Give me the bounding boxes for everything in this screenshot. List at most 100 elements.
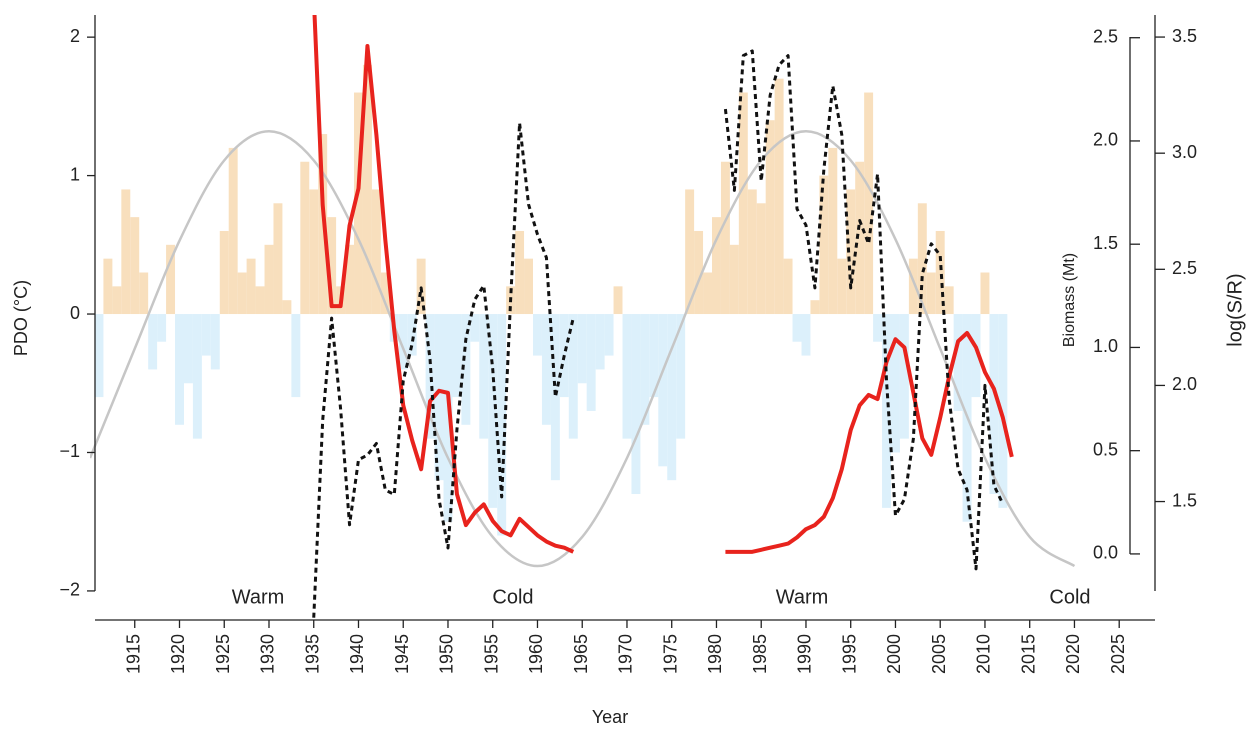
pdo-bar (139, 272, 149, 315)
pdo-bar (971, 314, 981, 398)
pdo-bar (425, 314, 435, 439)
x-tick-label: 1995 (839, 634, 859, 674)
regime-label: Cold (1049, 586, 1090, 608)
pdo-bar (309, 189, 319, 315)
pdo-bar (953, 314, 963, 411)
pdo-bar (407, 314, 417, 356)
pdo-bar (541, 314, 551, 425)
y3-axis-title: log(S/R) (1224, 273, 1246, 346)
x-tick-label: 2020 (1063, 634, 1083, 674)
pdo-bar (121, 189, 131, 315)
pdo-bar (148, 314, 158, 370)
pdo-bar (935, 230, 945, 315)
pdo-bar (443, 314, 453, 522)
pdo-bar (783, 258, 793, 315)
pdo-bar (685, 189, 695, 315)
x-tick-label: 1990 (795, 634, 815, 674)
x-tick-label: 2015 (1018, 634, 1038, 674)
pdo-bar (488, 314, 498, 508)
x-tick-label: 1950 (437, 634, 457, 674)
pdo-bar (380, 272, 390, 315)
pdo-bar (873, 314, 883, 342)
pdo-bar (855, 161, 865, 315)
pdo-bar (112, 286, 122, 315)
y3-tick-label: 2.5 (1172, 258, 1197, 278)
x-tick-label: 1935 (302, 634, 322, 674)
pdo-bar (864, 92, 874, 315)
pdo-bar (622, 314, 632, 439)
y2-tick-label: 1.0 (1093, 336, 1118, 356)
series-line (312, 49, 1005, 618)
y2-tick-label: 0.0 (1093, 543, 1118, 563)
y2-axis-title: Biomass (Mt) (1061, 253, 1078, 347)
pdo-bar (452, 314, 462, 398)
pdo-bar (658, 314, 668, 467)
pdo-bar (166, 244, 176, 315)
pdo-bar (917, 203, 927, 315)
pdo-bar (479, 314, 489, 439)
pdo-bar (550, 314, 560, 481)
pdo-bar (497, 314, 507, 536)
pdo-bar (371, 189, 381, 315)
pdo-bar (738, 92, 748, 315)
pdo-bar (577, 314, 587, 384)
pdo-bar (595, 314, 605, 370)
pdo-bar (291, 314, 301, 398)
pdo-bar (792, 314, 802, 342)
pdo-bar (192, 314, 202, 439)
pdo-bar (729, 244, 739, 315)
pdo-bar (908, 258, 918, 315)
y3-tick-label: 2.0 (1172, 374, 1197, 394)
x-tick-label: 1925 (213, 634, 233, 674)
y-tick-label: −2 (59, 580, 80, 600)
series-line (90, 130, 1076, 568)
pdo-bar (345, 244, 355, 315)
pdo-bar (613, 286, 623, 315)
x-tick-label: 1930 (258, 634, 278, 674)
x-tick-label: 2010 (974, 634, 994, 674)
pdo-bar (103, 258, 113, 315)
y3-tick-label: 3.0 (1172, 142, 1197, 162)
pdo-bar (837, 258, 847, 315)
pdo-bar (461, 314, 471, 425)
pdo-bar (533, 314, 542, 356)
pdo-bar (711, 217, 721, 315)
x-axis-title: Year (592, 707, 628, 727)
pdo-bar (694, 230, 704, 315)
pdo-bar (362, 64, 372, 315)
pdo-bar (810, 300, 820, 315)
pdo-bar (300, 161, 310, 315)
pdo-bar (989, 314, 999, 495)
regime-label: Warm (232, 586, 285, 608)
pdo-bar (944, 286, 954, 315)
pdo-bar (667, 314, 677, 481)
regime-label: Warm (776, 586, 829, 608)
pdo-bar (640, 314, 650, 425)
x-tick-label: 1960 (526, 634, 546, 674)
pdo-bar (228, 147, 238, 315)
pdo-bar (237, 272, 247, 315)
pdo-bar (398, 314, 408, 370)
pdo-bar (604, 314, 614, 356)
pdo-bar (175, 314, 184, 425)
pdo-bar (130, 217, 140, 315)
pdo-bar (649, 314, 659, 398)
x-tick-label: 2000 (884, 634, 904, 674)
pdo-bar (219, 230, 229, 315)
pdo-bar (774, 78, 784, 315)
regime-label: Cold (492, 586, 533, 608)
pdo-bar (255, 286, 265, 315)
pdo-bar (416, 258, 426, 315)
x-tick-label: 1945 (392, 634, 412, 674)
pdo-bar (703, 272, 712, 315)
y3-tick-label: 3.5 (1172, 26, 1197, 46)
pdo-bar (354, 92, 363, 315)
x-tick-label: 1955 (481, 634, 501, 674)
series-line (312, 15, 1014, 554)
pdo-bar (246, 258, 256, 315)
pdo-bar (926, 272, 936, 315)
pdo-bar (756, 203, 766, 315)
pdo-bar (273, 203, 283, 315)
y-axis-title: PDO (°C) (11, 280, 31, 356)
